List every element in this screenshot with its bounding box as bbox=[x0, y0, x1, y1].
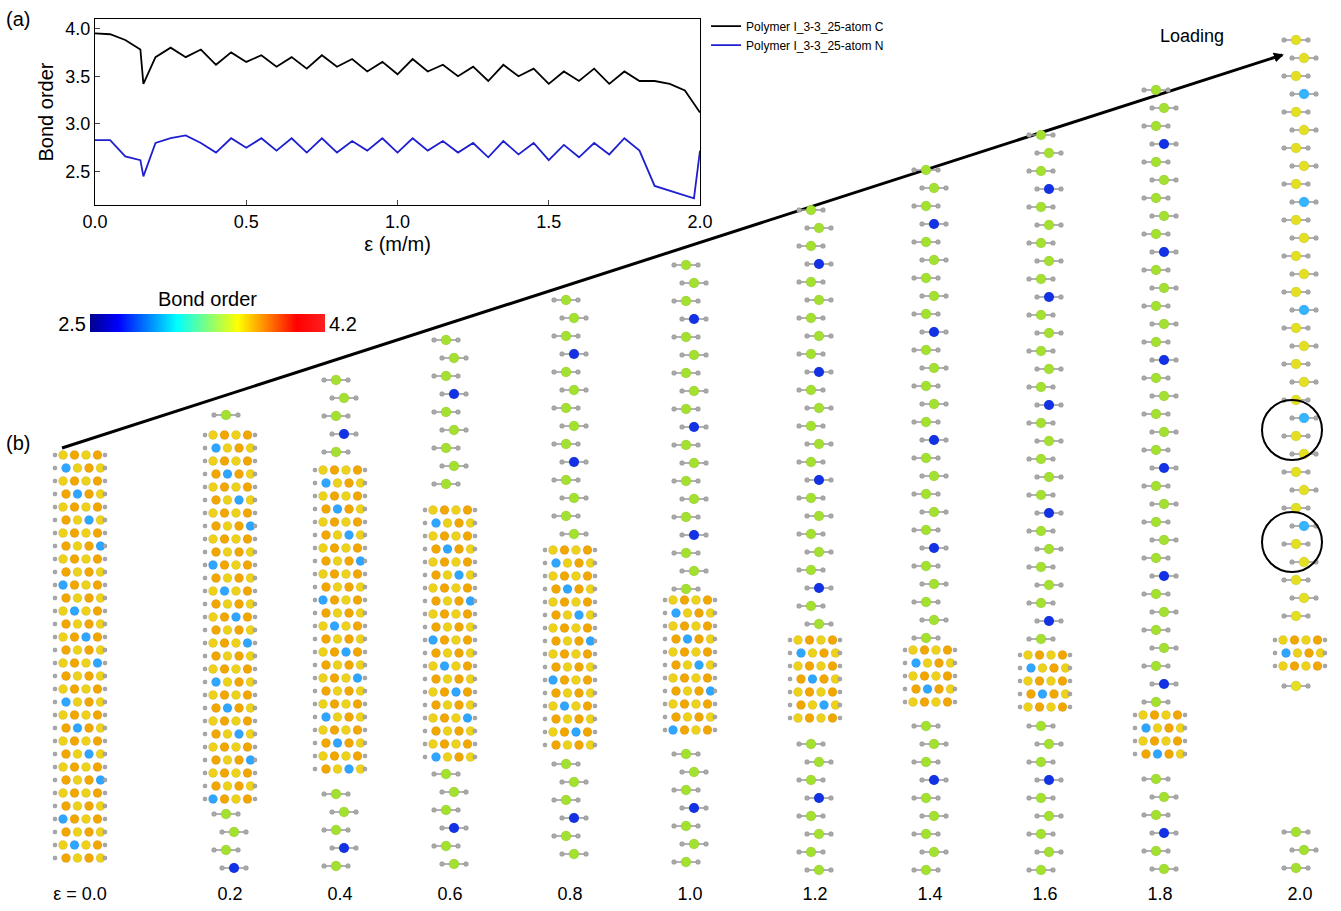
svg-text:0.0: 0.0 bbox=[82, 212, 107, 232]
svg-text:(a): (a) bbox=[6, 8, 30, 30]
svg-text:1.8: 1.8 bbox=[1147, 884, 1172, 904]
svg-text:1.2: 1.2 bbox=[802, 884, 827, 904]
svg-text:4.2: 4.2 bbox=[329, 313, 357, 335]
svg-text:(b): (b) bbox=[6, 432, 30, 454]
svg-text:ε = 0.0: ε = 0.0 bbox=[53, 884, 107, 904]
svg-text:ε (m/m): ε (m/m) bbox=[364, 233, 431, 255]
svg-text:1.0: 1.0 bbox=[677, 884, 702, 904]
svg-text:1.0: 1.0 bbox=[385, 212, 410, 232]
svg-text:0.8: 0.8 bbox=[557, 884, 582, 904]
svg-text:2.0: 2.0 bbox=[1287, 884, 1312, 904]
svg-text:1.4: 1.4 bbox=[917, 884, 942, 904]
svg-text:0.2: 0.2 bbox=[217, 884, 242, 904]
svg-text:Bond order: Bond order bbox=[158, 288, 257, 310]
svg-text:3.0: 3.0 bbox=[65, 114, 90, 134]
svg-text:Polymer I_3-3_25-atom C: Polymer I_3-3_25-atom C bbox=[746, 20, 884, 34]
svg-text:2.5: 2.5 bbox=[58, 313, 86, 335]
svg-text:2.5: 2.5 bbox=[65, 162, 90, 182]
svg-text:3.5: 3.5 bbox=[65, 67, 90, 87]
svg-text:1.6: 1.6 bbox=[1032, 884, 1057, 904]
svg-text:2.0: 2.0 bbox=[687, 212, 712, 232]
svg-text:Bond order: Bond order bbox=[35, 62, 57, 161]
svg-text:1.5: 1.5 bbox=[536, 212, 561, 232]
svg-text:0.4: 0.4 bbox=[327, 884, 352, 904]
svg-text:0.5: 0.5 bbox=[234, 212, 259, 232]
svg-text:4.0: 4.0 bbox=[65, 19, 90, 39]
svg-text:0.6: 0.6 bbox=[437, 884, 462, 904]
svg-text:Polymer I_3-3_25-atom N: Polymer I_3-3_25-atom N bbox=[746, 39, 883, 53]
svg-text:Loading: Loading bbox=[1160, 26, 1224, 46]
